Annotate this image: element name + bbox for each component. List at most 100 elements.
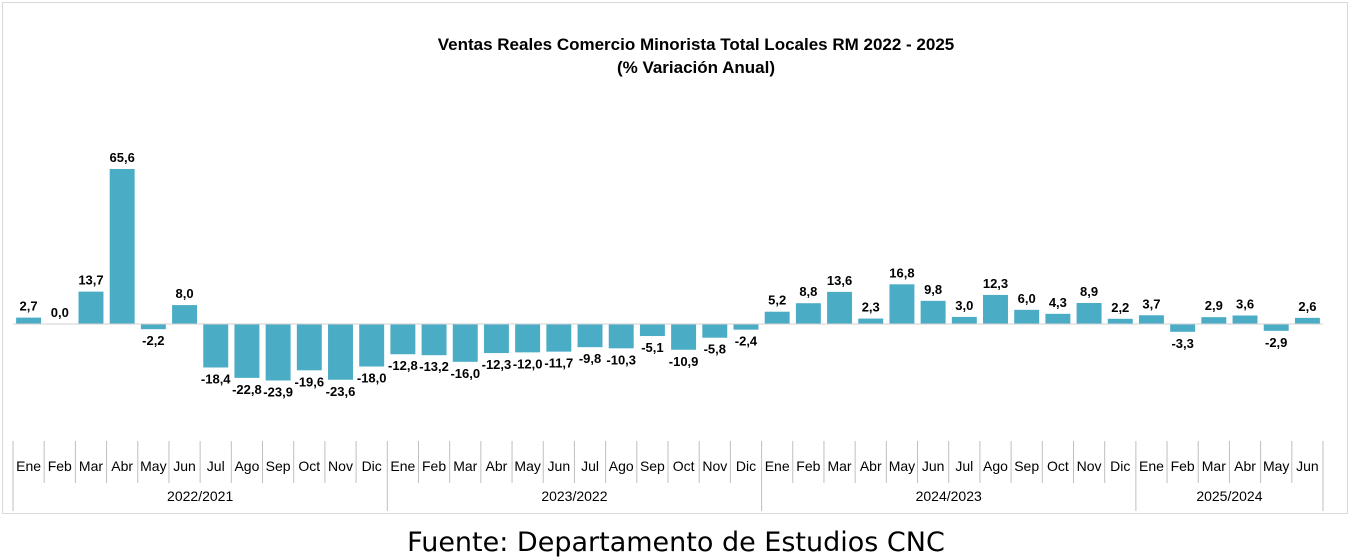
year-group-label: 2024/2023: [916, 488, 982, 504]
data-label: 2,7: [20, 299, 38, 314]
month-tick-label: Abr: [486, 458, 508, 474]
month-tick-label: Dic: [1110, 458, 1130, 474]
bar: [1170, 324, 1196, 332]
data-label: -18,0: [357, 371, 387, 386]
data-label: -10,3: [606, 352, 636, 367]
data-label: 2,2: [1111, 300, 1129, 315]
bar: [889, 284, 915, 324]
bar: [234, 324, 260, 378]
data-label: 3,7: [1142, 296, 1160, 311]
month-tick-label: Jul: [955, 458, 973, 474]
month-tick-label: Jun: [922, 458, 945, 474]
month-tick-label: Ago: [983, 458, 1008, 474]
bar: [1201, 317, 1227, 324]
month-tick-label: Nov: [328, 458, 353, 474]
bar: [983, 294, 1008, 324]
bar: [1138, 315, 1164, 324]
data-label: 8,0: [176, 286, 194, 301]
bar: [920, 300, 946, 324]
year-group-label: 2025/2024: [1196, 488, 1262, 504]
data-label: 13,6: [827, 273, 852, 288]
month-tick-label: May: [889, 458, 915, 474]
data-label: -19,6: [294, 374, 324, 389]
data-label: -5,1: [641, 340, 663, 355]
bar: [1294, 317, 1320, 324]
data-label: 8,8: [799, 284, 817, 299]
month-tick-label: Abr: [1234, 458, 1256, 474]
bar: [577, 324, 603, 348]
bar: [452, 324, 478, 362]
month-tick-label: Ago: [234, 458, 259, 474]
data-label: 2,9: [1205, 298, 1223, 313]
month-tick-label: Feb: [422, 458, 446, 474]
bar: [733, 324, 759, 330]
data-label: -22,8: [232, 382, 262, 397]
month-tick-label: Jun: [173, 458, 196, 474]
data-label: -12,8: [388, 358, 418, 373]
month-tick-label: Dic: [736, 458, 756, 474]
month-tick-label: May: [140, 458, 166, 474]
month-tick-label: Sep: [266, 458, 291, 474]
month-tick-label: Abr: [860, 458, 882, 474]
month-tick-label: Ene: [765, 458, 790, 474]
data-label: 8,9: [1080, 284, 1098, 299]
month-tick-label: Oct: [673, 458, 695, 474]
bar: [702, 324, 728, 338]
data-label: 4,3: [1049, 295, 1067, 310]
data-label: -12,0: [513, 356, 543, 371]
bar: [1263, 324, 1289, 331]
month-tick-label: Dic: [362, 458, 382, 474]
bar: [1014, 309, 1040, 324]
data-label: 12,3: [983, 276, 1008, 291]
bar: [359, 324, 385, 367]
bar: [203, 324, 229, 368]
bar: [827, 291, 853, 324]
data-label: 2,6: [1298, 299, 1316, 314]
bar: [795, 303, 821, 324]
month-tick-label: Feb: [1171, 458, 1195, 474]
data-label: -2,9: [1265, 335, 1287, 350]
bar: [608, 324, 634, 349]
data-label: 6,0: [1018, 291, 1036, 306]
source-note: Fuente: Departamento de Estudios CNC: [407, 527, 945, 558]
month-tick-label: Jul: [581, 458, 599, 474]
month-tick-label: Mar: [453, 458, 477, 474]
bar: [109, 169, 135, 324]
data-label: -16,0: [450, 366, 480, 381]
data-label: -18,4: [201, 371, 231, 386]
bar: [951, 316, 977, 324]
bar-chart: Ventas Reales Comercio Minorista Total L…: [12, 35, 1324, 511]
data-label: 3,6: [1236, 296, 1254, 311]
data-label: 5,2: [768, 293, 786, 308]
month-tick-label: Oct: [1047, 458, 1069, 474]
chart-title: Ventas Reales Comercio Minorista Total L…: [438, 35, 955, 54]
data-label: -3,3: [1171, 336, 1193, 351]
bar: [671, 324, 697, 350]
data-label: -10,9: [669, 354, 699, 369]
bar: [764, 311, 790, 324]
bar: [78, 291, 104, 324]
data-label: 16,8: [889, 265, 914, 280]
month-tick-label: May: [1263, 458, 1289, 474]
month-tick-label: Ene: [16, 458, 41, 474]
data-label: 65,6: [110, 150, 135, 165]
chart-frame: Ventas Reales Comercio Minorista Total L…: [2, 2, 1348, 514]
bar: [328, 324, 353, 380]
bar: [140, 324, 166, 330]
month-tick-label: Nov: [1077, 458, 1102, 474]
month-tick-label: Ene: [1139, 458, 1164, 474]
data-label: 0,0: [51, 305, 69, 320]
month-tick-label: Ago: [609, 458, 634, 474]
month-tick-label: Sep: [640, 458, 665, 474]
data-label: -5,8: [704, 342, 726, 357]
bar: [390, 324, 416, 355]
data-label: -13,2: [419, 359, 449, 374]
month-tick-label: Abr: [111, 458, 133, 474]
data-label: 9,8: [924, 282, 942, 297]
chart-subtitle: (% Variación Anual): [617, 58, 775, 77]
bar: [515, 324, 541, 353]
bar: [172, 305, 198, 324]
month-tick-label: May: [514, 458, 540, 474]
month-tick-label: Sep: [1014, 458, 1039, 474]
month-tick-label: Oct: [298, 458, 320, 474]
